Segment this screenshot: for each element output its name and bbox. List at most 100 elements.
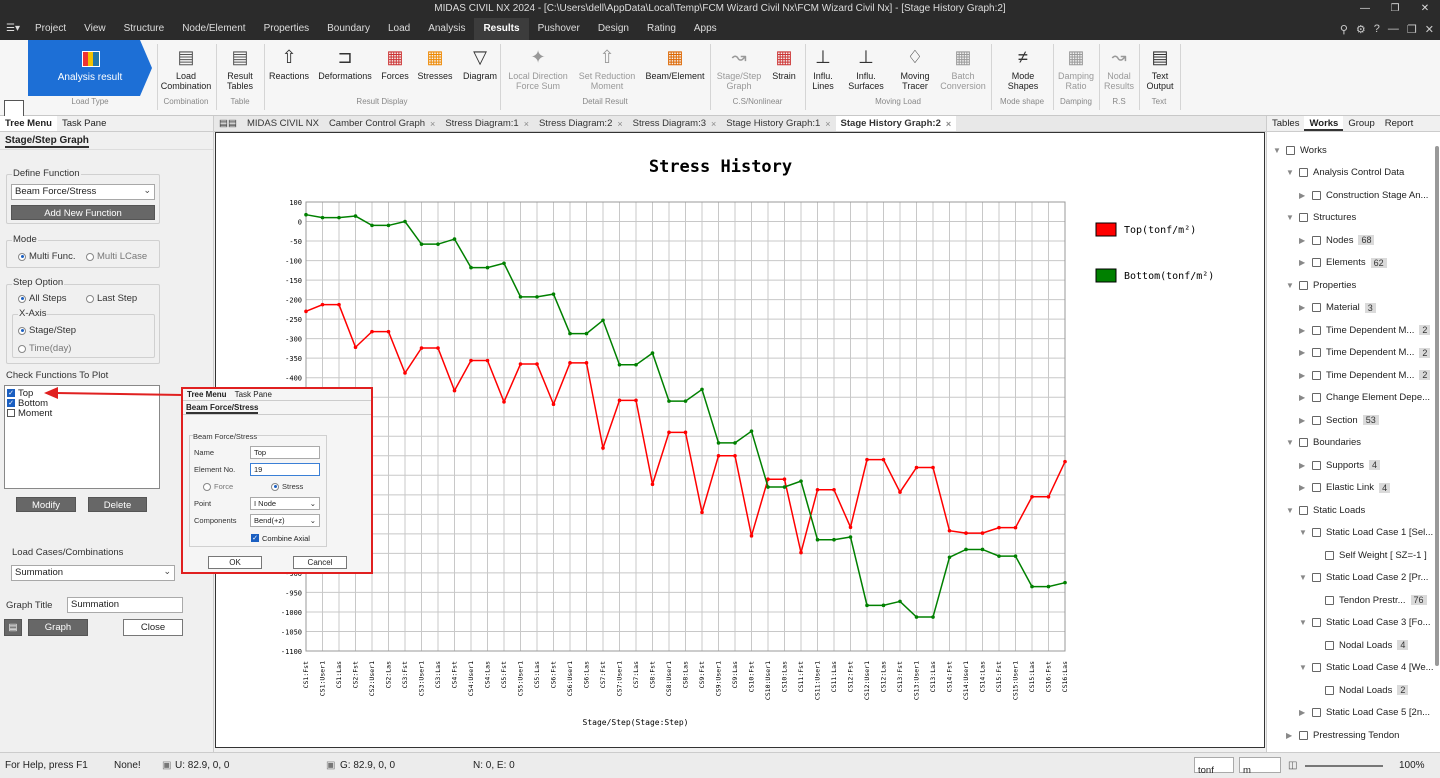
popup-radio-stress[interactable]: Stress: [271, 482, 303, 491]
menu-item-project[interactable]: Project: [34, 23, 67, 34]
chevron-down-icon[interactable]: ▼: [1299, 663, 1307, 672]
chevron-right-icon[interactable]: ▶: [1299, 348, 1306, 357]
search-icon[interactable]: ⚲: [1339, 23, 1348, 36]
tab-close-icon[interactable]: ×: [617, 118, 623, 129]
chevron-right-icon[interactable]: ▶: [1299, 325, 1306, 335]
graph-button[interactable]: Graph: [28, 619, 88, 636]
tree-item[interactable]: ▶ Static Load Case 5 [2n...: [1299, 704, 1430, 722]
tab-works[interactable]: Works: [1304, 116, 1344, 131]
tab-close-icon[interactable]: ×: [711, 118, 717, 129]
chevron-down-icon[interactable]: ▼: [1299, 528, 1307, 537]
tabs-menu-icon[interactable]: ▤▤: [219, 118, 237, 129]
chevron-down-icon[interactable]: ▼: [1273, 145, 1281, 155]
graph-title-input[interactable]: Summation: [67, 597, 183, 613]
radio-multi-func[interactable]: Multi Func.: [18, 251, 75, 262]
checkbox-check-icon[interactable]: ✓: [7, 389, 15, 397]
tree-scrollbar[interactable]: [1435, 146, 1439, 666]
help-icon[interactable]: ?: [1373, 23, 1380, 35]
doc-tab-midas-civil-nx[interactable]: MIDAS CIVIL NX: [242, 116, 324, 131]
chevron-right-icon[interactable]: ▶: [1299, 415, 1306, 425]
length-unit-select[interactable]: m: [1239, 757, 1281, 776]
tree-item[interactable]: ▼ Boundaries: [1286, 434, 1361, 452]
checkbox-check-icon[interactable]: [7, 409, 15, 417]
tree-item[interactable]: Nodal Loads 4: [1312, 636, 1409, 654]
chevron-down-icon[interactable]: ▼: [1286, 168, 1294, 177]
tree-item[interactable]: ▶ Material 3: [1299, 299, 1376, 317]
ribbon-set-reduction-moment-button[interactable]: ⇧ Set Reduction Moment: [574, 46, 640, 91]
popup-element-input[interactable]: 19: [250, 463, 320, 476]
minimize-icon[interactable]: —: [1360, 3, 1370, 14]
tab-close-icon[interactable]: ×: [430, 118, 436, 129]
chevron-down-icon[interactable]: ▼: [1286, 280, 1294, 290]
doc-tab-stress-diagram-3[interactable]: Stress Diagram:3 ×: [628, 116, 722, 131]
menu-item-pushover[interactable]: Pushover: [537, 23, 580, 34]
ribbon-mode-shapes-button[interactable]: ≠ Mode Shapes: [1000, 46, 1046, 91]
doc-tab-stress-diagram-1[interactable]: Stress Diagram:1 ×: [440, 116, 534, 131]
popup-tab-task-pane[interactable]: Task Pane: [234, 390, 272, 399]
menu-item-properties[interactable]: Properties: [263, 23, 310, 34]
tree-item[interactable]: Tendon Prestr... 76: [1312, 591, 1427, 609]
function-item-top[interactable]: ✓ Top: [5, 388, 159, 399]
display-icon[interactable]: ◫: [1288, 760, 1298, 771]
function-item-bottom[interactable]: ✓ Bottom: [5, 398, 159, 409]
ribbon-result-tables-button[interactable]: ▤ Result Tables: [218, 46, 262, 91]
ribbon-stage-step-graph-button[interactable]: ↝ Stage/Step Graph: [712, 46, 766, 91]
tab-tree-menu[interactable]: Tree Menu: [0, 116, 57, 131]
chevron-down-icon[interactable]: ▼: [1286, 438, 1294, 447]
close-button[interactable]: Close: [123, 619, 183, 636]
radio-time-day[interactable]: Time(day): [18, 343, 71, 354]
menu-item-rating[interactable]: Rating: [646, 23, 676, 34]
chevron-right-icon[interactable]: ▶: [1299, 258, 1306, 267]
radio-last-step[interactable]: Last Step: [86, 293, 137, 304]
tree-item[interactable]: ▶ Nodes 68: [1299, 231, 1375, 249]
ribbon-forces-button[interactable]: ▦ Forces: [378, 46, 412, 81]
menu-item-load[interactable]: Load: [387, 23, 411, 34]
chevron-down-icon[interactable]: ▼: [1286, 505, 1294, 515]
popup-radio-force[interactable]: Force: [203, 482, 233, 491]
tree-item[interactable]: Nodal Loads 2: [1312, 681, 1409, 699]
doc-tab-stage-history-graph-2[interactable]: Stage History Graph:2 ×: [835, 116, 957, 131]
ribbon-strain-button[interactable]: ▦ Strain: [768, 46, 800, 81]
chevron-right-icon[interactable]: ▶: [1299, 235, 1306, 245]
chevron-right-icon[interactable]: ▶: [1299, 483, 1306, 492]
ribbon-batch-conversion-button[interactable]: ▦ Batch Conversion: [938, 46, 988, 91]
restore-icon[interactable]: ❐: [1390, 3, 1400, 14]
radio-stage-step[interactable]: Stage/Step: [18, 325, 76, 336]
delete-button[interactable]: Delete: [88, 497, 147, 512]
doc-restore-icon[interactable]: ❐: [1406, 23, 1417, 36]
chevron-down-icon[interactable]: ▼: [1299, 573, 1307, 582]
tree-item[interactable]: ▶ Supports 4: [1299, 456, 1381, 474]
popup-components-select[interactable]: Bend(+z) ⌄: [250, 514, 320, 527]
ribbon-deformations-button[interactable]: ⊐ Deformations: [316, 46, 374, 81]
popup-combine-axial-checkbox[interactable]: ✓ Combine Axial: [249, 533, 310, 543]
menu-item-structure[interactable]: Structure: [123, 23, 165, 34]
doc-tab-stage-history-graph-1[interactable]: Stage History Graph:1 ×: [721, 116, 835, 131]
tree-item[interactable]: ▼ Static Loads: [1286, 501, 1365, 519]
menu-item-design[interactable]: Design: [597, 23, 629, 34]
ribbon-nodal-results-button[interactable]: ↝ Nodal Results: [1099, 46, 1139, 91]
force-unit-select[interactable]: tonf: [1194, 757, 1234, 776]
ribbon-moving-tracer-button[interactable]: ♢ Moving Tracer: [896, 46, 934, 91]
tree-item[interactable]: Self Weight [ SZ=-1 ]: [1312, 546, 1427, 564]
ribbon-load-combination-button[interactable]: ▤ Load Combination: [160, 46, 212, 91]
graph-settings-icon[interactable]: ▤: [4, 619, 22, 636]
tab-close-icon[interactable]: ×: [523, 118, 529, 129]
menu-item-apps[interactable]: Apps: [693, 23, 717, 34]
tab-report[interactable]: Report: [1384, 118, 1414, 129]
settings-icon[interactable]: ⚙: [1355, 23, 1366, 36]
chevron-right-icon[interactable]: ▶: [1299, 393, 1306, 402]
menu-item-results[interactable]: Results: [474, 18, 529, 40]
chevron-right-icon[interactable]: ▶: [1286, 730, 1293, 740]
tree-item[interactable]: ▼ Properties: [1286, 276, 1356, 294]
popup-name-input[interactable]: Top: [250, 446, 320, 459]
tree-item[interactable]: ▼ Static Load Case 1 [Sel...: [1299, 524, 1433, 542]
menu-item-node-element[interactable]: Node/Element: [182, 23, 246, 34]
ribbon-local-direction-force-sum-button[interactable]: ✦ Local Direction Force Sum: [504, 46, 572, 91]
ribbon-influ-lines-button[interactable]: ⊥ Influ. Lines: [806, 46, 840, 91]
doc-tab-stress-diagram-2[interactable]: Stress Diagram:2 ×: [534, 116, 628, 131]
tree-item[interactable]: ▼ Works: [1273, 141, 1327, 159]
menu-item-boundary[interactable]: Boundary: [327, 23, 370, 34]
menu-item-analysis[interactable]: Analysis: [428, 23, 466, 34]
tab-group[interactable]: Group: [1348, 118, 1375, 129]
radio-multi-lcase[interactable]: Multi LCase: [86, 251, 147, 262]
